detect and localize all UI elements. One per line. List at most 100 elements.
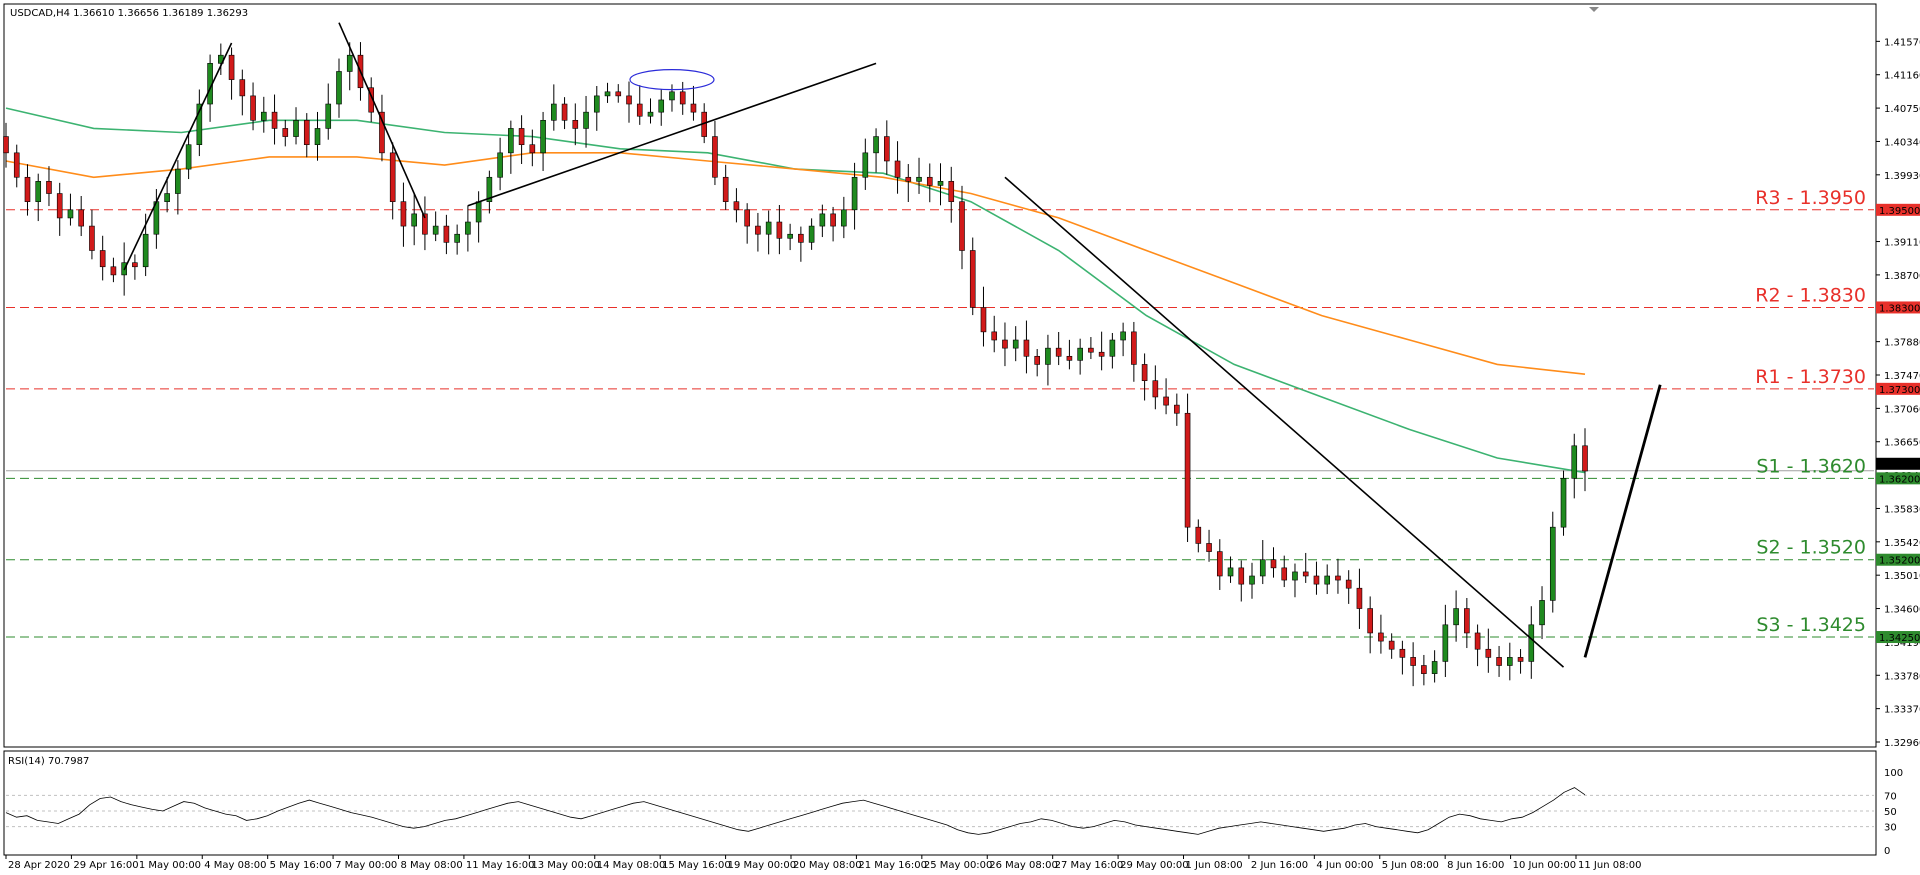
- rsi-tick-label: 50: [1884, 807, 1897, 818]
- candle-body: [1507, 657, 1513, 666]
- candle-body: [196, 103, 203, 146]
- time-tick-label: 7 May 00:00: [335, 860, 397, 871]
- candle-body: [1259, 559, 1266, 577]
- candle-body: [937, 181, 944, 186]
- candle-body: [422, 213, 428, 235]
- level-label: S3 - 1.3425: [1756, 614, 1866, 636]
- candle-body: [293, 119, 299, 137]
- candle-body: [250, 95, 256, 121]
- price-tick-label: 1.37060: [1884, 404, 1920, 415]
- candle-body: [1399, 648, 1406, 658]
- candle-body: [787, 233, 793, 239]
- downtrend-line-2: [1004, 176, 1565, 668]
- time-tick-label: 29 May 00:00: [1120, 860, 1189, 871]
- moving-average-slow: [5, 152, 1586, 375]
- candle-body: [465, 221, 471, 235]
- candle-body: [583, 111, 589, 129]
- candle-body: [1367, 608, 1373, 634]
- candle-body: [830, 213, 836, 227]
- level-price-tag-text: 1.35200: [1879, 556, 1920, 567]
- candle-body: [540, 119, 546, 154]
- candle-body: [1163, 396, 1169, 406]
- candle-body: [819, 213, 826, 227]
- candle-body: [529, 144, 536, 154]
- candle-body: [604, 91, 611, 97]
- candle-body: [1002, 339, 1008, 349]
- time-tick-label: 14 May 08:00: [597, 860, 666, 871]
- time-tick-label: 15 May 16:00: [662, 860, 731, 871]
- candle-body: [1238, 567, 1245, 585]
- level-price-tag: [1876, 553, 1920, 566]
- time-tick-label: 20 May 08:00: [793, 860, 862, 871]
- candle-body: [400, 201, 407, 227]
- candle-body: [690, 103, 697, 113]
- candle-body: [1281, 567, 1288, 581]
- candle-body: [1012, 339, 1019, 349]
- candle-body: [1582, 445, 1588, 472]
- rsi-panel-frame: [3, 750, 1877, 856]
- candle-body: [518, 128, 525, 146]
- candle-body: [1088, 347, 1094, 353]
- candle-body: [1227, 567, 1234, 577]
- candle-body: [389, 152, 396, 202]
- price-tick-label: 1.41570: [1884, 37, 1920, 48]
- candle-body: [733, 201, 740, 211]
- candle-body: [1378, 632, 1384, 642]
- candle-body: [722, 176, 729, 202]
- candle-body: [755, 225, 761, 235]
- time-tick-label: 10 Jun 00:00: [1513, 860, 1577, 871]
- time-tick-label: 1 Jun 08:00: [1186, 860, 1243, 871]
- candle-body: [916, 176, 922, 182]
- time-tick-label: 28 Apr 2020: [8, 860, 70, 871]
- candle-body: [314, 128, 321, 146]
- level-price-tag-text: 1.37300: [1879, 385, 1920, 396]
- candle-body: [56, 193, 63, 219]
- candle-body: [1442, 624, 1449, 662]
- price-tick-label: 1.38700: [1884, 271, 1920, 282]
- candle-body: [744, 209, 750, 227]
- candle-body: [926, 176, 933, 186]
- candle-body: [894, 160, 901, 178]
- candle-body: [1421, 665, 1427, 674]
- candle-body: [1066, 355, 1073, 361]
- candle-body: [486, 176, 493, 202]
- candle-body: [776, 221, 783, 239]
- candle-body: [1174, 404, 1180, 414]
- candle-body: [303, 119, 310, 146]
- collapse-triangle-icon[interactable]: [1589, 7, 1599, 12]
- level-label: R2 - 1.3830: [1755, 284, 1866, 306]
- candle-body: [798, 233, 804, 243]
- candle-body: [110, 266, 117, 276]
- candle-body: [959, 201, 965, 251]
- candle-body: [841, 209, 847, 227]
- price-tick-label: 1.33370: [1884, 705, 1920, 716]
- level-price-tag: [1876, 301, 1920, 314]
- candle-body: [3, 136, 9, 154]
- time-tick-label: 25 May 00:00: [924, 860, 993, 871]
- candle-body: [443, 225, 450, 243]
- candle-body: [411, 213, 417, 227]
- uptrend-line-1: [123, 42, 233, 271]
- level-price-tag: [1876, 631, 1920, 644]
- rsi-label: RSI(14) 70.7987: [8, 756, 89, 767]
- candle-body: [1464, 608, 1470, 634]
- level-price-tag-text: 1.39500: [1879, 206, 1920, 217]
- candle-body: [1410, 657, 1416, 666]
- candle-body: [1034, 355, 1040, 365]
- candle-body: [1023, 339, 1030, 357]
- candle-body: [325, 103, 332, 129]
- time-tick-label: 11 May 16:00: [466, 860, 535, 871]
- candle-body: [593, 95, 600, 113]
- price-tick-label: 1.34190: [1884, 638, 1920, 649]
- candle-body: [1206, 543, 1212, 552]
- candle-body: [1517, 657, 1524, 662]
- time-tick-label: 19 May 00:00: [728, 860, 797, 871]
- candle-body: [1345, 579, 1352, 589]
- highlight-ellipse: [629, 69, 715, 91]
- candle-body: [1077, 347, 1083, 361]
- candle-body: [636, 103, 643, 117]
- candle-body: [454, 233, 460, 243]
- candle-body: [1302, 571, 1309, 577]
- level-price-tag-text: 1.36200: [1879, 474, 1920, 485]
- main-chart-frame: [3, 3, 1877, 748]
